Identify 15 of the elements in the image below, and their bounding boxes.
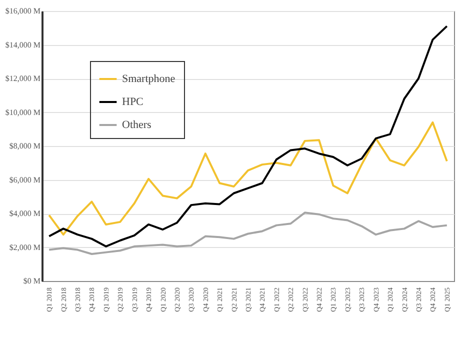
y-tick-label: $4,000 M bbox=[9, 209, 40, 218]
y-tick-label: $8,000 M bbox=[9, 142, 40, 150]
y-tick-label: $10,000 M bbox=[5, 108, 40, 117]
y-tick-label: $16,000 M bbox=[5, 6, 40, 16]
y-tick-label: $12,000 M bbox=[5, 74, 40, 83]
legend-label: Smartphone bbox=[122, 73, 176, 85]
y-tick-label: $0 M bbox=[23, 276, 40, 286]
y-tick-label: $2,000 M bbox=[9, 242, 40, 252]
y-tick-label: $14,000 M bbox=[5, 40, 40, 50]
legend-label: HPC bbox=[122, 96, 144, 108]
legend-label: Others bbox=[122, 119, 152, 131]
line-series bbox=[48, 212, 448, 255]
line-series bbox=[48, 25, 448, 248]
y-tick-label: $6,000 M bbox=[9, 175, 40, 184]
line-series bbox=[48, 121, 448, 236]
